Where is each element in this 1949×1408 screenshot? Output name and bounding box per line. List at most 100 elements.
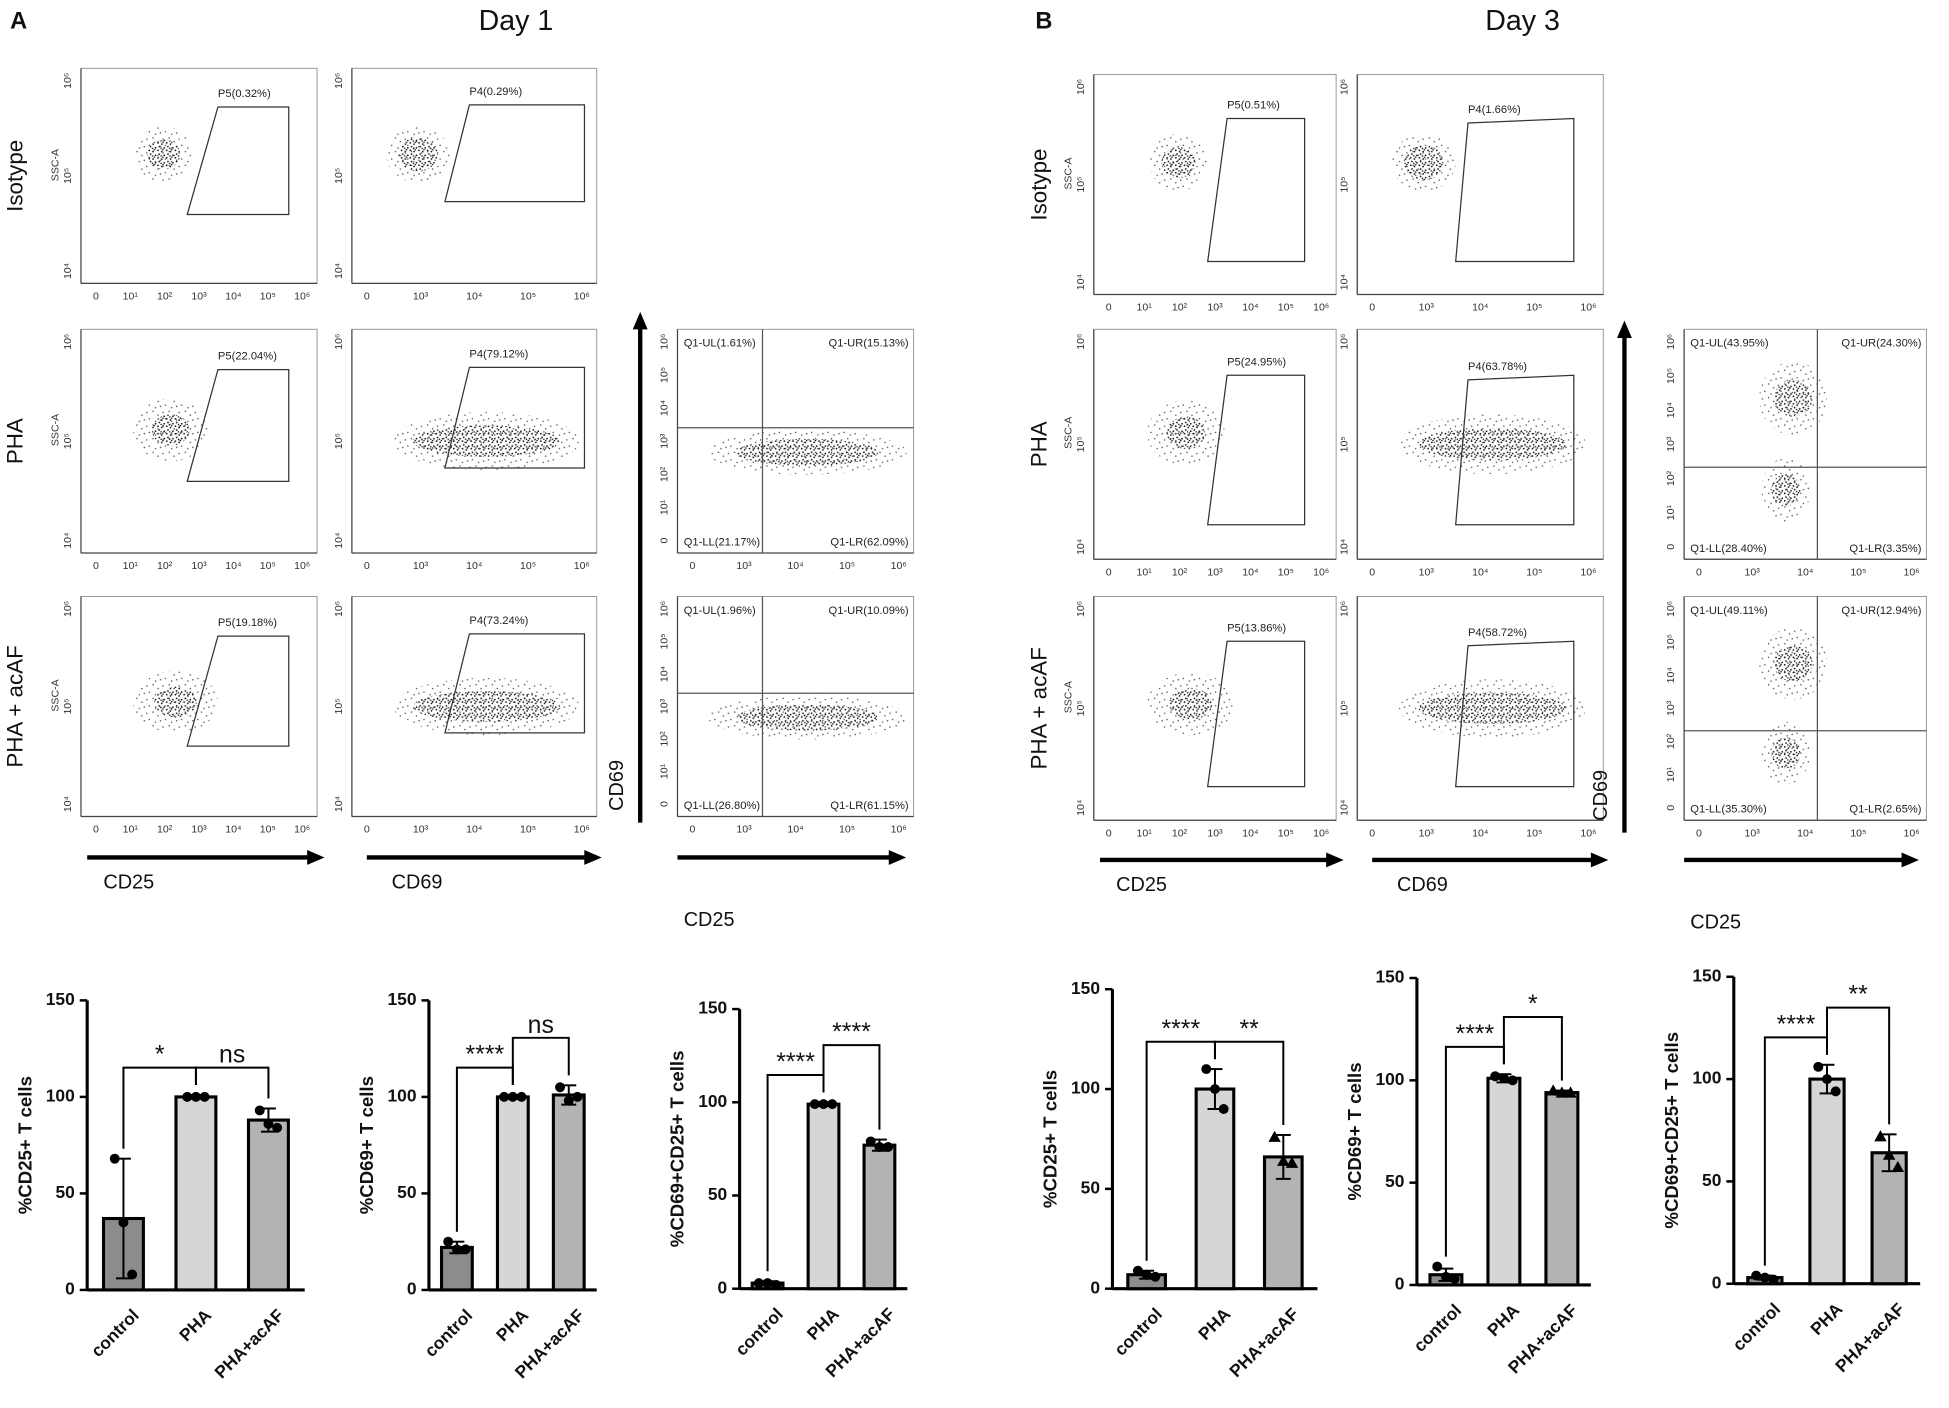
y-tick-label: 0 xyxy=(1665,544,1677,550)
x-tick-label: 10³ xyxy=(413,824,429,836)
x-tick-label: 10⁵ xyxy=(1278,827,1294,839)
x-tick-label: 10⁴ xyxy=(1472,827,1488,839)
significance-label: **** xyxy=(1161,1016,1200,1043)
significance-bracket xyxy=(1826,1006,1891,1125)
y-tick-label: 100 xyxy=(46,1085,75,1105)
data-point xyxy=(1150,1271,1161,1282)
y-tick-label: 100 xyxy=(1375,1069,1404,1089)
x-tick-label: 10⁵ xyxy=(1278,566,1294,578)
significance-label: ** xyxy=(1239,1016,1259,1043)
y-tick-label: 10⁴ xyxy=(1075,539,1087,555)
y-tick-label: 10⁶ xyxy=(62,601,74,617)
y-tick-label: 10⁴ xyxy=(659,666,671,682)
data-point xyxy=(1268,1130,1281,1142)
x-tick-label: 10⁴ xyxy=(787,824,803,836)
x-tick-label: 10² xyxy=(1172,827,1188,839)
y-axis-label: SSC-A xyxy=(1062,680,1074,713)
x-tick-label: 10⁶ xyxy=(1313,302,1329,314)
data-point xyxy=(1830,1086,1841,1097)
y-tick-label: 10⁴ xyxy=(1075,274,1087,290)
x-tick-label: 10⁵ xyxy=(839,824,855,836)
data-point xyxy=(572,1091,583,1102)
data-point xyxy=(443,1236,454,1247)
axis-name: CD25 xyxy=(684,909,735,931)
dot-cloud-core xyxy=(1418,428,1567,461)
row-label: Isotype xyxy=(3,140,28,212)
x-tick-label: 10⁵ xyxy=(520,560,536,572)
dot-cloud-core xyxy=(398,137,438,172)
quadrant-label: Q1-LL(26.80%) xyxy=(684,800,761,812)
data-point xyxy=(1440,1271,1451,1282)
data-point xyxy=(1132,1265,1143,1276)
data-point xyxy=(263,1118,274,1129)
y-axis-label: %CD69+ T cells xyxy=(356,1076,377,1214)
y-tick-label: 10⁶ xyxy=(62,73,74,89)
x-tick-label: control xyxy=(87,1305,143,1361)
plot-frame xyxy=(1683,596,1927,821)
x-tick-label: PHA xyxy=(803,1304,843,1344)
gate-label: P4(58.72%) xyxy=(1468,627,1527,639)
x-tick-label: 0 xyxy=(364,824,370,836)
x-tick-label: 10⁴ xyxy=(466,824,482,836)
arrow-head xyxy=(632,311,648,330)
y-tick-label: 10⁴ xyxy=(659,400,671,416)
y-tick-label: 10¹ xyxy=(659,499,671,515)
x-tick-label: 10⁴ xyxy=(466,560,482,572)
x-tick-label: 10³ xyxy=(1745,566,1761,578)
row-label: Isotype xyxy=(1027,148,1052,220)
y-tick-label: 10⁶ xyxy=(1665,601,1677,617)
data-point xyxy=(127,1269,138,1280)
significance-label: **** xyxy=(1777,1011,1816,1038)
y-tick-label: 10⁴ xyxy=(62,263,74,279)
x-tick-label: 10³ xyxy=(1419,302,1435,314)
x-tick-label: 10¹ xyxy=(123,560,139,572)
x-tick-label: control xyxy=(731,1304,787,1360)
x-tick-label: 10¹ xyxy=(1137,302,1153,314)
x-tick-label: 10⁶ xyxy=(891,824,907,836)
significance-bracket xyxy=(822,1044,881,1130)
x-tick-label: 10⁴ xyxy=(787,560,803,572)
x-tick-label: 10⁵ xyxy=(520,290,536,302)
quadrant-label: Q1-UL(49.11%) xyxy=(1690,605,1768,617)
dot-cloud-core xyxy=(154,686,197,718)
x-tick-label: 10⁶ xyxy=(891,560,907,572)
y-tick-label: 100 xyxy=(698,1091,727,1111)
x-tick-label: PHA xyxy=(1483,1300,1523,1340)
x-tick-label: 10⁴ xyxy=(225,824,241,836)
x-tick-label: 0 xyxy=(93,290,99,302)
y-tick-label: 10⁵ xyxy=(1075,436,1087,452)
y-tick-label: 10³ xyxy=(1665,700,1677,716)
y-tick-label: 10⁵ xyxy=(659,633,671,649)
dot-cloud-core xyxy=(1771,474,1801,507)
gate xyxy=(444,366,586,469)
y-tick-label: 10⁶ xyxy=(1075,79,1087,95)
quadrant-label: Q1-LR(3.35%) xyxy=(1849,543,1921,555)
data-point xyxy=(1218,1104,1229,1114)
bar xyxy=(1486,1076,1522,1287)
y-tick-label: 10¹ xyxy=(1665,767,1677,783)
x-tick-label: 10⁴ xyxy=(466,290,482,302)
gate xyxy=(444,104,586,203)
quadrant-label: Q1-LL(21.17%) xyxy=(684,537,761,549)
data-point xyxy=(199,1091,210,1102)
row-label: PHA xyxy=(3,418,28,464)
y-tick-label: 100 xyxy=(1071,1078,1100,1098)
x-tick-label: 10¹ xyxy=(1137,566,1153,578)
y-tick-label: 50 xyxy=(1385,1171,1404,1191)
dot-cloud-core xyxy=(1404,144,1444,181)
data-point xyxy=(272,1122,283,1133)
arrow-head xyxy=(888,850,907,865)
y-axis-label: %CD69+CD25+ T cells xyxy=(1661,1032,1682,1229)
axis-name: CD69 xyxy=(1590,770,1612,821)
dot-cloud-core xyxy=(1166,416,1206,449)
x-tick-label: 10⁶ xyxy=(1580,302,1596,314)
data-point xyxy=(809,1099,820,1110)
data-point xyxy=(1555,1086,1569,1098)
y-axis-label: %CD69+ T cells xyxy=(1344,1062,1365,1200)
data-point xyxy=(771,1280,782,1290)
dot-cloud-core xyxy=(1418,692,1567,725)
x-tick-label: 10⁶ xyxy=(574,290,590,302)
x-tick-label: 10³ xyxy=(1207,827,1223,839)
bar xyxy=(1808,1077,1846,1286)
bar xyxy=(551,1093,586,1292)
